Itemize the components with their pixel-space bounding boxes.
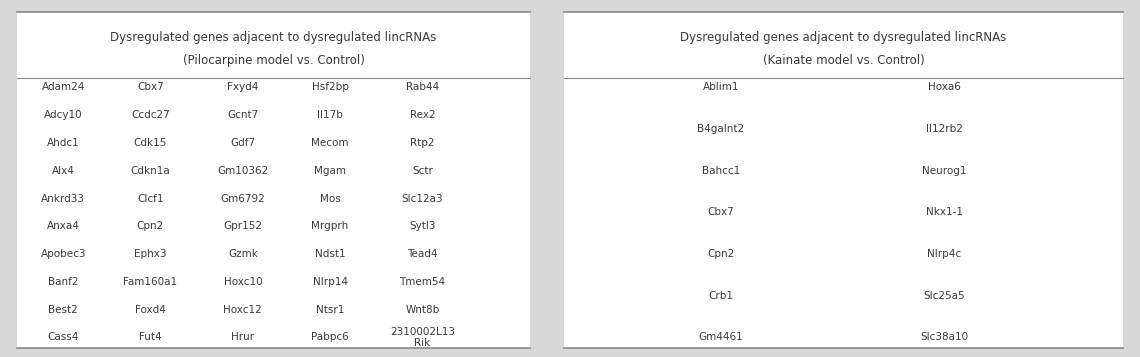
Text: Cdkn1a: Cdkn1a	[131, 166, 170, 176]
Text: Cpn2: Cpn2	[707, 249, 734, 259]
Text: Il12rb2: Il12rb2	[926, 124, 962, 134]
Text: Mecom: Mecom	[311, 138, 349, 148]
Text: Hsf2bp: Hsf2bp	[311, 82, 349, 92]
Text: Cass4: Cass4	[48, 332, 79, 342]
Text: Rex2: Rex2	[409, 110, 435, 120]
Text: Slc38a10: Slc38a10	[920, 332, 968, 342]
Text: Cdk15: Cdk15	[133, 138, 168, 148]
Text: Ndst1: Ndst1	[315, 249, 345, 259]
Text: Ablim1: Ablim1	[702, 82, 739, 92]
Text: Gm6792: Gm6792	[220, 193, 266, 203]
Text: Hoxc12: Hoxc12	[223, 305, 262, 315]
Text: Hrur: Hrur	[231, 332, 254, 342]
FancyBboxPatch shape	[564, 12, 1123, 348]
Text: Il17b: Il17b	[317, 110, 343, 120]
Text: Nlrp4c: Nlrp4c	[927, 249, 961, 259]
Text: Hoxc10: Hoxc10	[223, 277, 262, 287]
Text: Best2: Best2	[48, 305, 79, 315]
Text: Alx4: Alx4	[51, 166, 75, 176]
Text: Banf2: Banf2	[48, 277, 79, 287]
Text: Gm4461: Gm4461	[699, 332, 743, 342]
Text: Sctr: Sctr	[412, 166, 433, 176]
Text: Mgam: Mgam	[314, 166, 347, 176]
Text: Tmem54: Tmem54	[399, 277, 446, 287]
Text: Bahcc1: Bahcc1	[701, 166, 740, 176]
Text: Dysregulated genes adjacent to dysregulated lincRNAs: Dysregulated genes adjacent to dysregula…	[111, 31, 437, 44]
Text: Foxd4: Foxd4	[135, 305, 166, 315]
Text: Clcf1: Clcf1	[137, 193, 164, 203]
Text: Fxyd4: Fxyd4	[227, 82, 259, 92]
Text: Ephx3: Ephx3	[135, 249, 166, 259]
Text: Rtp2: Rtp2	[410, 138, 434, 148]
Text: Gpr152: Gpr152	[223, 221, 262, 231]
Text: Ntsr1: Ntsr1	[316, 305, 344, 315]
Text: Cbx7: Cbx7	[137, 82, 164, 92]
Text: Rab44: Rab44	[406, 82, 439, 92]
Text: Mos: Mos	[319, 193, 341, 203]
Text: Gcnt7: Gcnt7	[227, 110, 259, 120]
Text: (Pilocarpine model vs. Control): (Pilocarpine model vs. Control)	[182, 54, 365, 67]
Text: Nkx1-1: Nkx1-1	[926, 207, 962, 217]
FancyBboxPatch shape	[17, 12, 530, 348]
Text: Apobec3: Apobec3	[41, 249, 86, 259]
Text: Anxa4: Anxa4	[47, 221, 80, 231]
Text: Slc25a5: Slc25a5	[923, 291, 964, 301]
Text: 2310002L13
Rik: 2310002L13 Rik	[390, 327, 455, 348]
Text: Tead4: Tead4	[407, 249, 438, 259]
Text: Cbx7: Cbx7	[707, 207, 734, 217]
Text: Cpn2: Cpn2	[137, 221, 164, 231]
Text: Wnt8b: Wnt8b	[405, 305, 440, 315]
Text: Ahdc1: Ahdc1	[47, 138, 80, 148]
Text: Ankrd33: Ankrd33	[41, 193, 86, 203]
Text: Ccdc27: Ccdc27	[131, 110, 170, 120]
Text: Gm10362: Gm10362	[218, 166, 268, 176]
Text: Sytl3: Sytl3	[409, 221, 435, 231]
Text: Fut4: Fut4	[139, 332, 162, 342]
Text: Pabpc6: Pabpc6	[311, 332, 349, 342]
Text: Gzmk: Gzmk	[228, 249, 258, 259]
Text: Dysregulated genes adjacent to dysregulated lincRNAs: Dysregulated genes adjacent to dysregula…	[681, 31, 1007, 44]
Text: Nlrp14: Nlrp14	[312, 277, 348, 287]
Text: Fam160a1: Fam160a1	[123, 277, 178, 287]
Text: Adcy10: Adcy10	[44, 110, 82, 120]
Text: Adam24: Adam24	[41, 82, 86, 92]
Text: Hoxa6: Hoxa6	[928, 82, 961, 92]
Text: Mrgprh: Mrgprh	[311, 221, 349, 231]
Text: Crb1: Crb1	[708, 291, 733, 301]
Text: Slc12a3: Slc12a3	[401, 193, 443, 203]
Text: (Kainate model vs. Control): (Kainate model vs. Control)	[763, 54, 925, 67]
Text: B4galnt2: B4galnt2	[698, 124, 744, 134]
Text: Neurog1: Neurog1	[922, 166, 967, 176]
Text: Gdf7: Gdf7	[230, 138, 255, 148]
